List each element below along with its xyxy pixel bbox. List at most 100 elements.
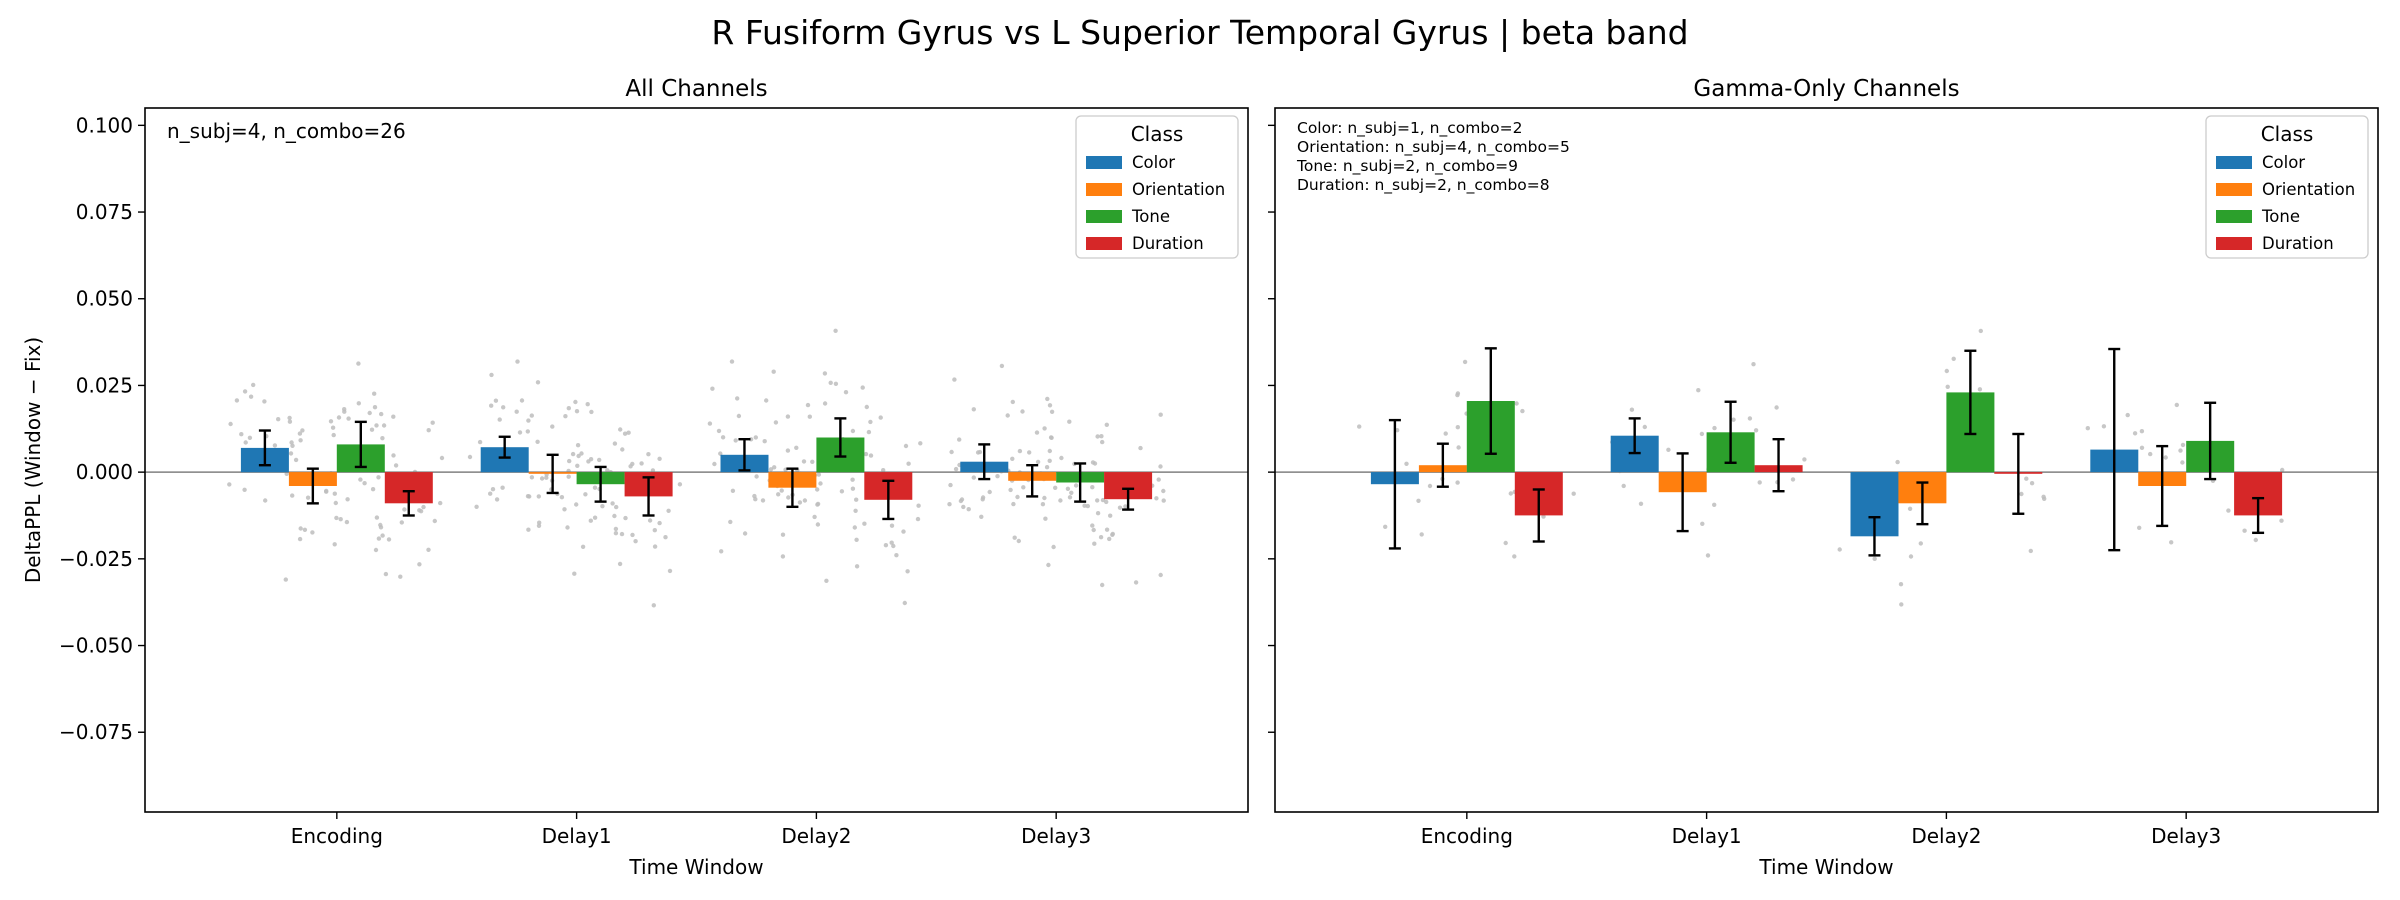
scatter-point [903, 443, 909, 449]
scatter-point [1043, 516, 1048, 521]
scatter-point [815, 522, 821, 527]
scatter-point [1802, 457, 1807, 462]
scatter-point [2280, 467, 2285, 473]
scatter-point [588, 457, 594, 462]
scatter-point [630, 461, 635, 467]
scatter-point [399, 520, 404, 525]
scatter-point [1008, 487, 1013, 493]
annotation-text: Orientation: n_subj=4, n_combo=5 [1297, 138, 1570, 157]
scatter-point [500, 485, 505, 490]
scatter-point [947, 502, 952, 507]
scatter-point [780, 532, 786, 537]
scatter-point [719, 549, 724, 554]
scatter-point [639, 461, 644, 466]
scatter-point [298, 526, 303, 531]
scatter-point [776, 492, 781, 497]
scatter-point [1017, 448, 1023, 454]
scatter-point [780, 554, 786, 559]
scatter-point [300, 428, 305, 433]
scatter-point [1098, 535, 1104, 540]
scatter-point [824, 578, 829, 583]
scatter-point [378, 522, 383, 528]
scatter-point [570, 451, 576, 457]
scatter-point [474, 504, 479, 509]
scatter-point [336, 415, 342, 420]
scatter-point [883, 543, 889, 548]
scatter-point [966, 507, 971, 512]
scatter-point [2028, 548, 2034, 554]
scatter-point [1419, 532, 1424, 537]
scatter-point [1085, 503, 1091, 509]
scatter-point [1731, 417, 1736, 422]
scatter-point [647, 518, 653, 523]
scatter-point [901, 529, 906, 534]
scatter-point [290, 493, 295, 498]
scatter-point [566, 474, 571, 479]
scatter-point [720, 435, 726, 440]
scatter-point [358, 477, 363, 482]
scatter-point [612, 441, 618, 446]
scatter-point [592, 515, 598, 520]
scatter-point [362, 481, 367, 486]
scatter-point [652, 528, 657, 533]
scatter-point [666, 508, 671, 513]
scatter-point [1138, 445, 1143, 451]
scatter-point [372, 405, 378, 410]
scatter-point [1107, 536, 1112, 542]
scatter-point [477, 439, 483, 445]
scatter-point [610, 501, 615, 506]
scatter-point [439, 455, 445, 461]
scatter-point [1161, 488, 1166, 494]
scatter-point [868, 453, 874, 458]
scatter-point [1044, 465, 1050, 470]
scatter-point [402, 507, 407, 512]
scatter-point [1456, 445, 1461, 450]
x-tick-label: Delay2 [781, 824, 851, 848]
scatter-point [517, 430, 523, 435]
scatter-point [1520, 408, 1525, 414]
legend-label-color: Color [1132, 153, 1175, 172]
scatter-point [2139, 429, 2145, 434]
scatter-point [971, 475, 976, 480]
x-tick-label: Delay1 [1672, 824, 1742, 848]
scatter-point [1047, 458, 1052, 463]
scatter-point [1455, 480, 1460, 485]
scatter-point [1395, 428, 1400, 433]
x-tick-label: Delay3 [2151, 824, 2221, 848]
scatter-point [906, 461, 911, 466]
scatter-point [417, 562, 422, 567]
scatter-point [597, 457, 602, 463]
y-tick-label: −0.050 [59, 634, 133, 658]
scatter-point [953, 466, 959, 472]
scatter-point [1514, 401, 1519, 406]
scatter-point [613, 526, 619, 532]
scatter-point [764, 398, 769, 403]
scatter-point [894, 553, 899, 558]
scatter-point [380, 533, 385, 538]
scatter-point [612, 513, 617, 519]
scatter-point [2125, 412, 2130, 418]
scatter-point [754, 474, 759, 479]
scatter-point [334, 515, 339, 521]
scatter-point [850, 486, 856, 491]
scatter-point [369, 427, 375, 432]
scatter-point [646, 452, 651, 457]
scatter-point [786, 495, 791, 500]
scatter-point [288, 451, 294, 456]
scatter-point [839, 489, 845, 494]
scatter-point [833, 328, 838, 333]
scatter-point [957, 437, 962, 442]
scatter-point [1978, 328, 1984, 334]
scatter-point [1898, 582, 1904, 587]
scatter-point [1757, 480, 1762, 485]
scatter-point [576, 453, 581, 459]
scatter-point [293, 457, 299, 463]
scatter-point [600, 504, 605, 509]
scatter-point [1104, 499, 1109, 505]
scatter-point [1455, 425, 1461, 430]
scatter-point [1047, 448, 1053, 454]
scatter-point [1455, 391, 1461, 396]
scatter-point [1774, 405, 1779, 410]
scatter-point [1042, 426, 1047, 431]
